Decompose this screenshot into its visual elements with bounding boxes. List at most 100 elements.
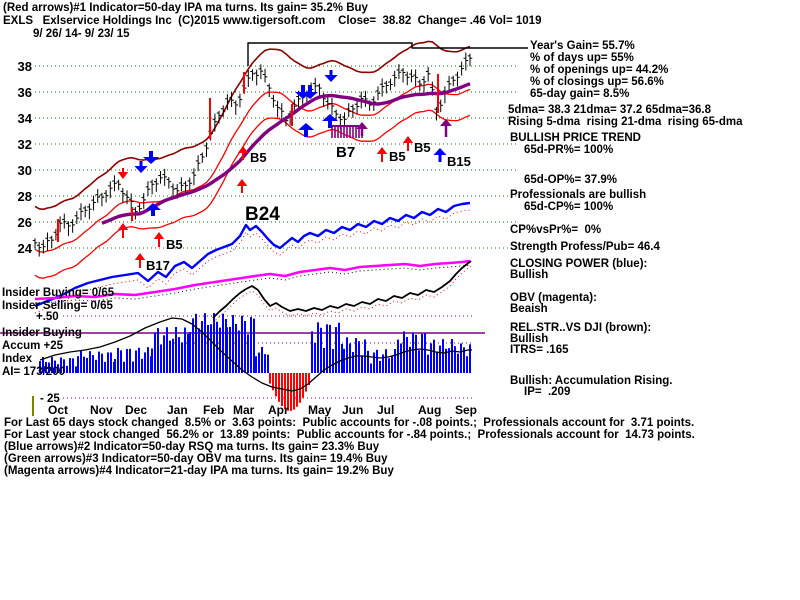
footer-summary-block: For Last 65 days stock changed 8.5% or 3… — [4, 417, 695, 477]
signal-label: B17 — [146, 258, 170, 273]
month-label: Dec — [125, 403, 148, 417]
upper-band-line — [34, 40, 471, 211]
panel-stat-line: % of days up= 55% — [530, 52, 634, 64]
footer-line-65day: For Last 65 days stock changed 8.5% or 3… — [4, 417, 695, 429]
signal-label: B5 — [414, 140, 431, 155]
arrow-head — [143, 157, 159, 164]
ai-ratio-label: AI= 173/200 — [2, 366, 65, 378]
footer-line-green: (Green arrows)#3 Indicator=50-day OBV ma… — [4, 453, 388, 465]
month-label: Nov — [90, 403, 113, 417]
obv-line — [34, 259, 471, 301]
lower-band-line — [34, 109, 471, 279]
trend-box-pointer-line — [247, 42, 528, 66]
y-axis-label: 36 — [17, 85, 32, 100]
signal-label: B5 — [166, 237, 183, 252]
arrow-head — [134, 166, 148, 173]
panel-stat-line: 65-day gain= 8.5% — [530, 88, 630, 100]
panel-stat-line: 65d-CP%= 100% — [524, 201, 614, 213]
month-label: Aug — [418, 403, 442, 417]
arrow-head — [117, 223, 129, 230]
panel-stat-line: REL.STR..VS DJI (brown): — [510, 322, 652, 334]
panel-stat-line: BULLISH PRICE TREND — [510, 132, 641, 144]
month-label: Jul — [377, 403, 395, 417]
panel-stat-line: Professionals are bullish — [510, 189, 647, 201]
signal-label: B15 — [447, 154, 471, 169]
insider-selling-ratio-label: Insider Selling= 0/65 — [2, 300, 113, 312]
month-label: Oct — [48, 403, 69, 417]
y-axis-label: 28 — [17, 189, 32, 204]
panel-stat-line: Beaish — [510, 303, 548, 315]
footer-line-magenta: (Magenta arrows)#4 Indicator=21-day IPA … — [4, 465, 394, 477]
y-axis-label: 34 — [17, 111, 32, 126]
panel-stat-line: 65d-PR%= 100% — [524, 144, 614, 156]
obv-ma-dotted — [34, 264, 471, 304]
relstr-ma-dotted — [212, 265, 472, 324]
arrow-head — [322, 114, 338, 121]
panel-stat-line: % of closings up= 56.6% — [530, 76, 664, 88]
arrow-head — [236, 179, 248, 186]
arrow-head — [433, 148, 447, 155]
signal-label: B24 — [245, 204, 280, 225]
month-label: Jan — [167, 403, 188, 417]
panel-stat-line: OBV (magenta): — [510, 292, 597, 304]
closing-power-line — [34, 201, 471, 308]
arrow-head — [117, 172, 129, 179]
panel-stat-line: Strength Profess/Pub= 46.4 — [510, 241, 660, 253]
price-candles — [32, 52, 473, 257]
panel-stat-line: 65d-OP%= 37.9% — [524, 174, 618, 186]
arrow-head — [145, 203, 161, 210]
panel-stat-line: CP%vsPr%= 0% — [510, 224, 602, 236]
index-label: Index — [2, 353, 33, 365]
arrow-head — [324, 75, 338, 82]
insider-buying-ratio-label: Insider Buying= 0/65 — [2, 287, 115, 299]
header-indicator-line: (Red arrows)#1 Indicator=50-day IPA ma t… — [3, 2, 368, 14]
accumulation-histogram — [39, 313, 471, 411]
footer-line-year: For Last year stock changed 56.2% or 13.… — [4, 429, 695, 441]
arrow-head — [298, 123, 314, 130]
plus-50-level-label: +.50 — [36, 311, 59, 323]
panel-stat-line: 5dma= 38.3 21dma= 37.2 65dma=36.8 — [508, 104, 711, 116]
y-axis-label: 38 — [17, 59, 32, 74]
signal-label: B5 — [389, 149, 406, 164]
arrow-head — [237, 146, 249, 153]
footer-line-blue: (Blue arrows)#2 Indicator=50-day RSQ ma … — [4, 441, 380, 453]
ma65-line — [101, 82, 471, 225]
month-label: Jun — [342, 403, 364, 417]
panel-stat-line: % of openings up= 44.2% — [530, 64, 669, 76]
accumulation-ma-line — [39, 317, 472, 392]
arrow-head — [440, 119, 452, 126]
y-axis-label: 32 — [17, 137, 32, 152]
panel-stat-line: Bullish: Accumulation Rising. — [510, 375, 673, 387]
month-label: Feb — [203, 403, 225, 417]
insider-buying-title: Insider Buying — [2, 327, 82, 339]
y-axis-label: 26 — [17, 215, 32, 230]
y-axis-label: 30 — [17, 163, 32, 178]
arrow-head — [376, 147, 388, 154]
arrow-head — [356, 122, 368, 129]
panel-stat-line: Rising 5-dma rising 21-dma rising 65-dma — [508, 116, 743, 128]
accum-plus-25-label: Accum +25 — [2, 340, 64, 352]
minus-25-level-label: - 25 — [40, 393, 60, 405]
month-label: Sep — [455, 403, 478, 417]
header-date-range: 9/ 26/ 14- 9/ 23/ 15 — [33, 28, 130, 40]
relative-strength-line — [212, 260, 472, 319]
panel-stat-line: CLOSING POWER (blue): — [510, 258, 648, 270]
month-label: Mar — [233, 403, 255, 417]
panel-stat-line: IP= .209 — [524, 386, 571, 398]
panel-stat-line: Year's Gain= 55.7% — [530, 40, 635, 52]
signal-label: B5 — [250, 150, 267, 165]
arrow-head — [402, 136, 414, 143]
arrow-head — [153, 232, 165, 239]
panel-stat-line: Bullish — [510, 269, 549, 281]
month-label: Apr — [268, 403, 289, 417]
arrow-head — [134, 253, 146, 260]
month-label: May — [308, 403, 332, 417]
arrow-head — [302, 92, 318, 99]
signal-label: B7 — [336, 144, 356, 161]
header-symbol-line: EXLS Exlservice Holdings Inc (C)2015 www… — [3, 15, 542, 27]
y-axis-label: 24 — [17, 241, 32, 256]
panel-stat-line: ITRS= .165 — [510, 344, 569, 356]
panel-stat-line: Bullish — [510, 333, 549, 345]
